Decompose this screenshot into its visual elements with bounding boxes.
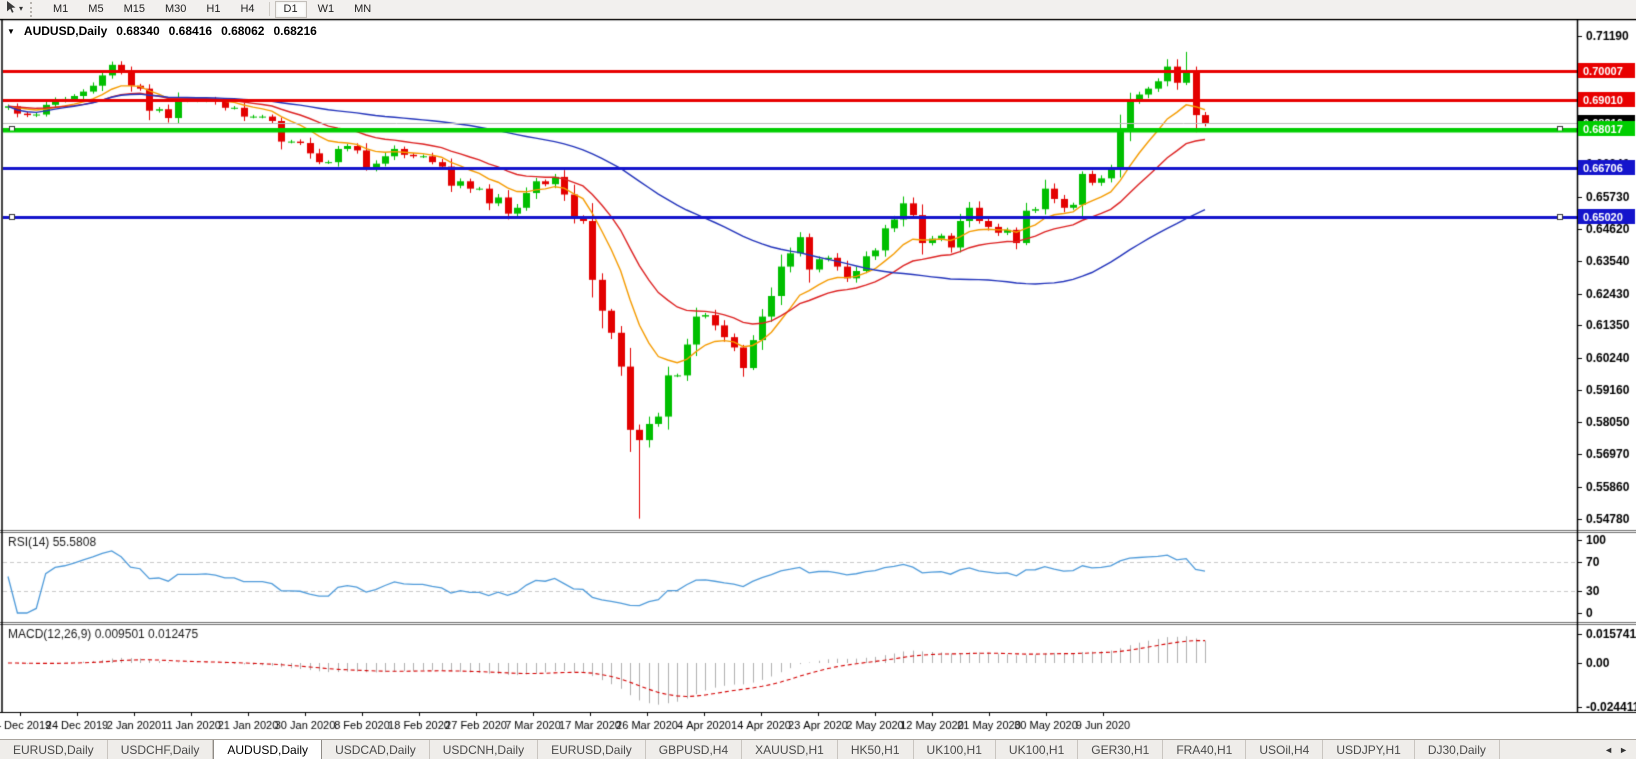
chart-tab[interactable]: HK50,H1 bbox=[838, 740, 914, 759]
chart-tab[interactable]: GER30,H1 bbox=[1078, 740, 1164, 759]
toolbar-grip bbox=[30, 1, 38, 17]
toolbar-separator bbox=[268, 2, 270, 16]
timeframe-button-m30[interactable]: M30 bbox=[156, 1, 195, 18]
chevron-down-icon: ▾ bbox=[19, 4, 24, 13]
chart-tab[interactable]: USOil,H4 bbox=[1246, 740, 1324, 759]
chart-tab[interactable]: USDCAD,Daily bbox=[322, 740, 430, 759]
tab-scroll-left-icon[interactable]: ◄ bbox=[1604, 745, 1614, 755]
timeframe-button-h4[interactable]: H4 bbox=[231, 1, 263, 18]
timeframe-button-d1[interactable]: D1 bbox=[274, 0, 307, 18]
chart-tab[interactable]: EURUSD,Daily bbox=[538, 740, 646, 759]
chart-tab[interactable]: DJ30,Daily bbox=[1415, 740, 1500, 759]
timeframe-button-m15[interactable]: M15 bbox=[115, 1, 154, 18]
timeframe-button-m5[interactable]: M5 bbox=[79, 1, 112, 18]
tab-scroll-right-icon[interactable]: ► bbox=[1619, 745, 1628, 755]
toolbar: ▾ M1 M5 M15 M30 H1 H4 D1 W1 MN bbox=[0, 0, 1636, 19]
timeframe-button-mn[interactable]: MN bbox=[345, 1, 380, 18]
chart-tab[interactable]: GBPUSD,H4 bbox=[646, 740, 743, 759]
timeframe-button-w1[interactable]: W1 bbox=[309, 1, 344, 18]
chart-tab[interactable]: FRA40,H1 bbox=[1163, 740, 1247, 759]
chart-tab[interactable]: USDJPY,H1 bbox=[1323, 740, 1415, 759]
chart-tab-bar: EURUSD,Daily USDCHF,Daily AUDUSD,Daily U… bbox=[0, 739, 1636, 759]
chart-tab-active[interactable]: AUDUSD,Daily bbox=[213, 740, 323, 759]
chart-canvas[interactable] bbox=[0, 19, 1636, 739]
cursor-arrow-icon bbox=[5, 0, 18, 18]
chart-tab[interactable]: XAUUSD,H1 bbox=[742, 740, 838, 759]
timeframe-button-m1[interactable]: M1 bbox=[44, 1, 77, 18]
chart-tab[interactable]: UK100,H1 bbox=[996, 740, 1079, 759]
chart-window: ▼ AUDUSD,Daily 0.68340 0.68416 0.68062 0… bbox=[0, 19, 1636, 739]
chart-tab[interactable]: EURUSD,Daily bbox=[0, 740, 108, 759]
collapse-chart-icon[interactable]: ▼ bbox=[7, 26, 15, 36]
chart-tab[interactable]: UK100,H1 bbox=[914, 740, 996, 759]
chart-tab[interactable]: USDCNH,Daily bbox=[430, 740, 539, 759]
chart-tab[interactable]: USDCHF,Daily bbox=[108, 740, 214, 759]
cursor-tool-button[interactable]: ▾ bbox=[2, 0, 26, 19]
timeframe-button-h1[interactable]: H1 bbox=[197, 1, 229, 18]
tab-scroll-controls: ◄ ► bbox=[1596, 740, 1636, 759]
